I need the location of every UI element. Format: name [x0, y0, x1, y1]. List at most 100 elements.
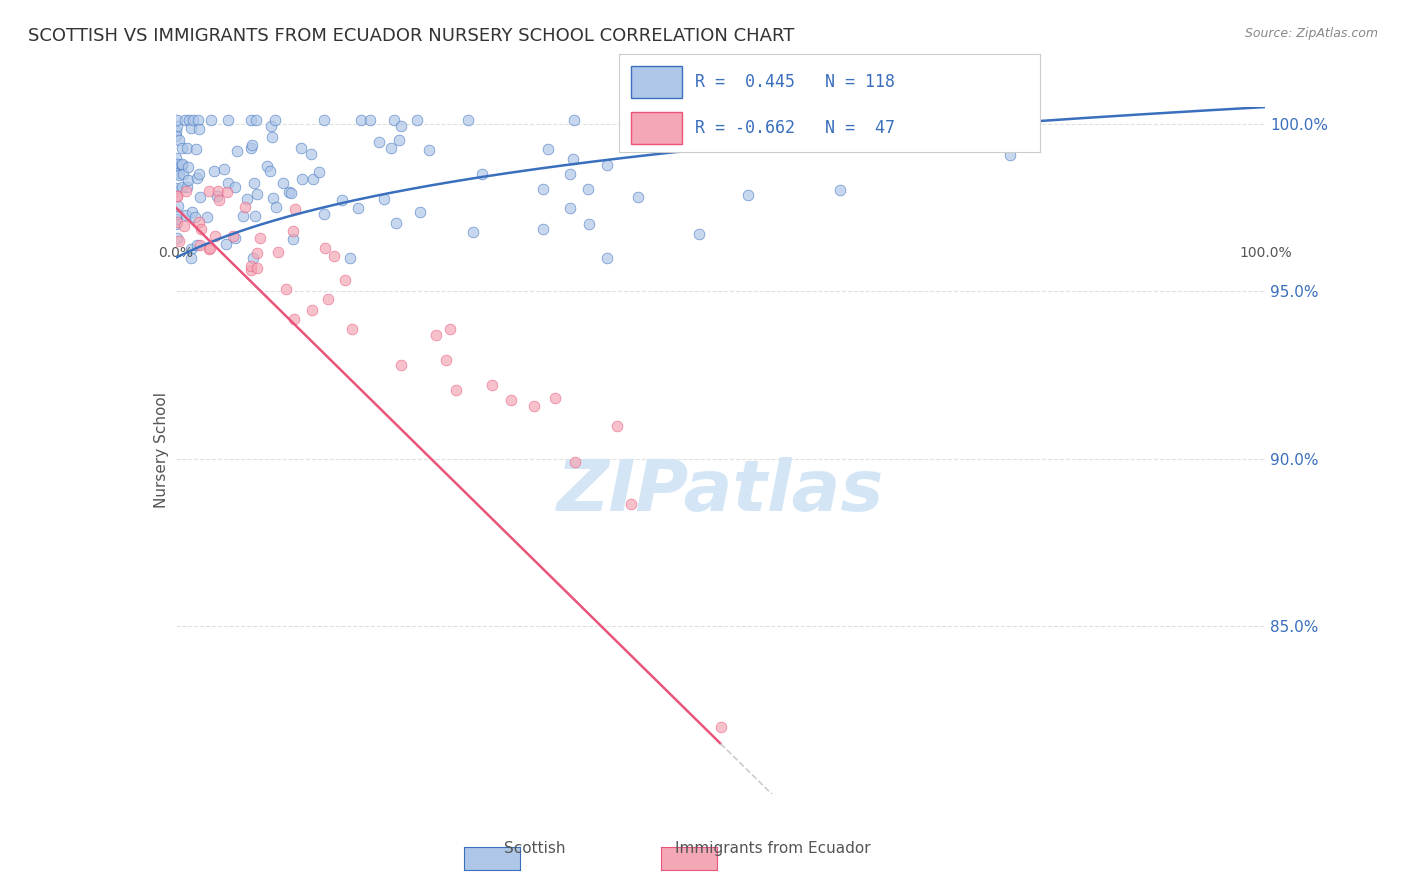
Point — [264, 200, 287, 214]
Point — [389, 119, 412, 133]
Point — [170, 158, 193, 172]
Point — [595, 157, 617, 171]
Point — [308, 165, 330, 179]
Point — [562, 113, 585, 128]
Point — [205, 189, 228, 203]
Point — [301, 172, 323, 186]
Text: Scottish: Scottish — [503, 841, 565, 856]
Point — [457, 113, 479, 128]
Point — [188, 238, 211, 252]
Point — [188, 167, 211, 181]
Point — [222, 228, 245, 243]
Point — [266, 244, 288, 259]
Point — [169, 132, 191, 146]
Point — [409, 205, 432, 219]
FancyBboxPatch shape — [631, 66, 682, 98]
Point — [501, 393, 523, 408]
Point — [277, 185, 299, 199]
Point — [200, 241, 222, 255]
Point — [207, 184, 229, 198]
Point — [339, 251, 361, 265]
Point — [180, 120, 202, 135]
Point — [998, 148, 1021, 162]
Point — [166, 189, 188, 203]
Point — [236, 192, 259, 206]
Point — [346, 201, 368, 215]
Point — [330, 193, 353, 207]
Point — [225, 145, 247, 159]
Point — [166, 188, 188, 202]
Point — [240, 259, 263, 273]
Point — [262, 192, 284, 206]
Point — [389, 358, 412, 372]
Point — [217, 176, 239, 190]
Point — [312, 206, 335, 220]
Point — [190, 221, 212, 235]
Point — [195, 211, 218, 225]
Point — [314, 241, 336, 255]
Point — [240, 137, 263, 152]
Point — [172, 180, 194, 194]
Point — [224, 179, 246, 194]
Point — [165, 151, 187, 165]
Point — [176, 180, 198, 194]
Point — [561, 152, 583, 166]
Point — [350, 113, 373, 128]
Point — [172, 167, 194, 181]
Point — [166, 231, 188, 245]
Point — [388, 133, 411, 147]
Point — [186, 171, 208, 186]
Point — [249, 231, 271, 245]
Point — [274, 282, 297, 296]
Y-axis label: Nursery School: Nursery School — [153, 392, 169, 508]
Point — [243, 209, 266, 223]
Point — [281, 232, 304, 246]
Point — [560, 201, 582, 215]
Point — [245, 113, 267, 128]
Point — [172, 157, 194, 171]
Point — [240, 263, 263, 277]
Point — [200, 113, 222, 128]
Point — [177, 113, 200, 128]
Point — [166, 113, 188, 128]
Point — [260, 119, 283, 133]
Text: 0.0%: 0.0% — [159, 246, 193, 260]
Point — [165, 181, 187, 195]
Text: Immigrants from Ecuador: Immigrants from Ecuador — [675, 841, 872, 856]
Point — [333, 273, 356, 287]
Point — [243, 176, 266, 190]
Point — [384, 216, 406, 230]
Point — [262, 129, 284, 144]
Point — [174, 113, 197, 128]
Point — [246, 187, 269, 202]
Point — [174, 184, 197, 198]
Point — [291, 171, 314, 186]
Point — [620, 497, 643, 511]
Point — [558, 167, 581, 181]
Point — [176, 141, 198, 155]
Text: Source: ZipAtlas.com: Source: ZipAtlas.com — [1244, 27, 1378, 40]
Point — [444, 383, 467, 397]
Point — [256, 159, 278, 173]
Point — [167, 168, 190, 182]
Point — [299, 147, 322, 161]
Point — [166, 207, 188, 221]
Point — [259, 164, 281, 178]
Point — [531, 222, 554, 236]
Point — [434, 353, 457, 368]
Point — [198, 184, 221, 198]
Point — [340, 322, 363, 336]
Point — [373, 192, 395, 206]
Text: ZIPatlas: ZIPatlas — [557, 458, 884, 526]
Point — [176, 208, 198, 222]
Point — [165, 124, 187, 138]
Point — [439, 321, 461, 335]
Point — [233, 200, 256, 214]
Point — [165, 184, 187, 198]
Point — [481, 378, 503, 392]
Point — [167, 199, 190, 213]
Point — [688, 227, 710, 241]
Point — [301, 302, 323, 317]
Point — [224, 230, 246, 244]
Point — [911, 113, 934, 128]
